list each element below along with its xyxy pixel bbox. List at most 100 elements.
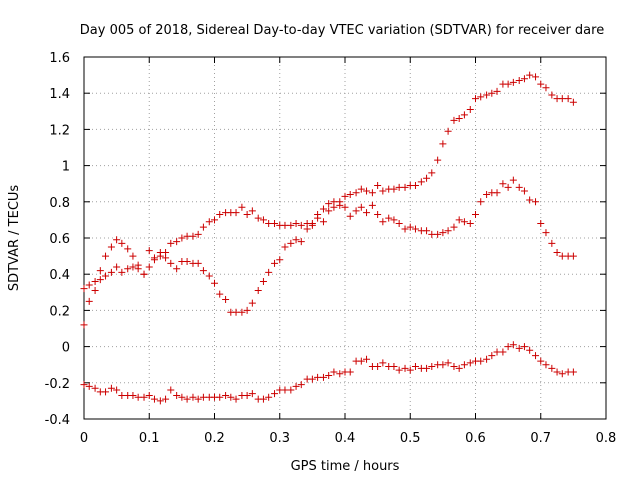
data-point <box>537 80 545 88</box>
data-point <box>156 252 164 260</box>
data-point <box>118 268 126 276</box>
data-point <box>548 91 556 99</box>
data-point <box>238 203 246 211</box>
data-point <box>395 366 403 374</box>
data-point <box>428 363 436 371</box>
data-point <box>520 187 528 195</box>
data-point <box>118 391 126 399</box>
data-point <box>150 395 158 403</box>
data-point <box>314 373 322 381</box>
data-point <box>488 89 496 97</box>
data-point <box>401 364 409 372</box>
data-point <box>113 263 121 271</box>
x-tick-label: 0.1 <box>139 431 160 446</box>
data-point <box>259 216 267 224</box>
data-point <box>532 73 540 81</box>
y-tick-label: 0.6 <box>49 232 70 247</box>
data-point <box>85 297 93 305</box>
y-tick-label: 1.6 <box>49 51 70 66</box>
data-point <box>292 220 300 228</box>
axis-ticks: 0 0.1 0.2 0.3 0.4 0.5 0.6 0.7 0.8 -0.4 -0.2 0 0.2 0.4… <box>45 51 617 446</box>
data-point <box>390 363 398 371</box>
data-point <box>96 267 104 275</box>
data-point <box>314 214 322 222</box>
data-point <box>558 370 566 378</box>
data-point <box>80 321 88 329</box>
data-point <box>466 105 474 113</box>
data-point <box>368 201 376 209</box>
data-point <box>532 198 540 206</box>
data-point <box>537 357 545 365</box>
data-point <box>85 281 93 289</box>
data-point <box>276 256 284 264</box>
data-point <box>548 364 556 372</box>
data-point <box>254 214 262 222</box>
data-point <box>341 203 349 211</box>
data-point <box>450 116 458 124</box>
data-point <box>357 357 365 365</box>
data-point <box>406 223 414 231</box>
data-point <box>423 364 431 372</box>
data-point <box>499 348 507 356</box>
data-point <box>325 207 333 215</box>
data-point <box>243 306 251 314</box>
data-point <box>411 182 419 190</box>
data-point <box>129 252 137 260</box>
data-point <box>232 308 240 316</box>
data-point <box>357 185 365 193</box>
y-tick-label: 1.4 <box>49 87 70 102</box>
data-point <box>379 187 387 195</box>
data-point <box>477 198 485 206</box>
data-point <box>395 220 403 228</box>
data-point <box>281 243 289 251</box>
y-tick-label: 0 <box>62 341 70 356</box>
data-point <box>265 393 273 401</box>
data-point <box>548 239 556 247</box>
data-point <box>390 185 398 193</box>
data-point <box>483 91 491 99</box>
data-point <box>297 238 305 246</box>
data-point <box>330 368 338 376</box>
data-point <box>113 236 121 244</box>
data-point <box>145 247 153 255</box>
data-point <box>183 258 191 266</box>
x-tick-label: 0 <box>80 431 88 446</box>
data-point <box>374 363 382 371</box>
data-point <box>390 216 398 224</box>
y-tick-label: -0.2 <box>45 377 70 392</box>
data-point <box>189 393 197 401</box>
data-point <box>222 391 230 399</box>
x-tick-label: 0.4 <box>335 431 356 446</box>
data-point <box>346 368 354 376</box>
data-point <box>205 272 213 280</box>
data-point <box>526 196 534 204</box>
data-point <box>401 225 409 233</box>
data-point <box>363 187 371 195</box>
data-point <box>162 248 170 256</box>
x-tick-label: 0.7 <box>530 431 551 446</box>
data-point <box>222 296 230 304</box>
data-point <box>281 386 289 394</box>
data-point <box>248 299 256 307</box>
data-point <box>102 272 110 280</box>
data-point <box>129 391 137 399</box>
data-point <box>199 393 207 401</box>
data-point <box>330 203 338 211</box>
data-point <box>167 386 175 394</box>
data-point <box>460 218 468 226</box>
data-point <box>379 359 387 367</box>
data-point <box>259 277 267 285</box>
data-point <box>434 230 442 238</box>
data-point <box>297 221 305 229</box>
data-point <box>287 386 295 394</box>
data-point <box>156 397 164 405</box>
data-point <box>569 98 577 106</box>
data-point <box>423 227 431 235</box>
data-point <box>466 220 474 228</box>
data-point <box>542 361 550 369</box>
data-point <box>308 375 316 383</box>
data-point <box>265 220 273 228</box>
data-point <box>493 87 501 95</box>
data-point <box>238 308 246 316</box>
